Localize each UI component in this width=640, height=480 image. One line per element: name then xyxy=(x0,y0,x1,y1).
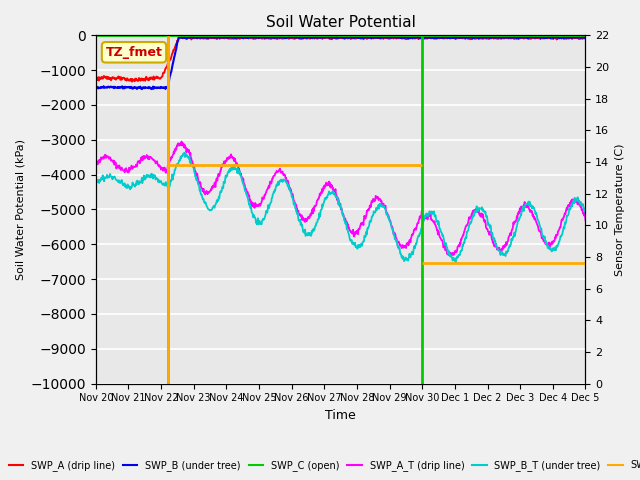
Text: TZ_fmet: TZ_fmet xyxy=(106,46,163,59)
Y-axis label: Soil Water Potential (kPa): Soil Water Potential (kPa) xyxy=(15,139,25,280)
Legend: SWP_A (drip line), SWP_B (under tree), SWP_C (open), SWP_A_T (drip line), SWP_B_: SWP_A (drip line), SWP_B (under tree), S… xyxy=(5,456,640,475)
Title: Soil Water Potential: Soil Water Potential xyxy=(266,15,415,30)
Y-axis label: Sensor Temperature (C): Sensor Temperature (C) xyxy=(615,143,625,276)
X-axis label: Time: Time xyxy=(325,409,356,422)
